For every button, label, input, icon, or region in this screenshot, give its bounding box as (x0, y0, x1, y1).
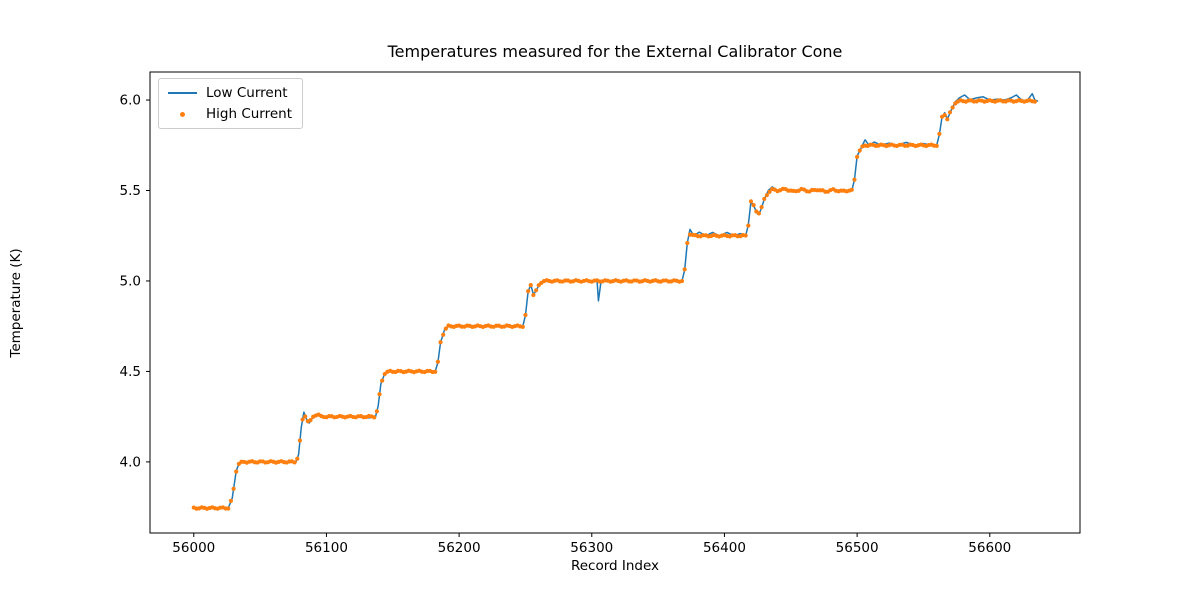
y-tick-label: 5.5 (120, 183, 141, 199)
legend-item-high-current: High Current (168, 106, 292, 122)
high-current-dot (300, 417, 305, 422)
high-current-dot (849, 187, 854, 192)
x-tick-label: 56400 (703, 540, 746, 556)
high-current-dot (937, 131, 942, 136)
high-current-dot (685, 240, 690, 246)
legend-item-low-current: Low Current (168, 85, 292, 101)
high-current-dot (947, 110, 953, 115)
high-current-dot (852, 177, 857, 182)
x-axis-label: Record Index (570, 558, 660, 574)
high-current-dot (751, 203, 756, 208)
high-current-dot (767, 189, 772, 195)
legend-label-low-current: Low Current (206, 85, 288, 101)
y-tick-label: 4.0 (120, 454, 141, 470)
high-current-dot (945, 117, 950, 122)
high-current-dot (297, 438, 303, 443)
high-current-dot (303, 414, 308, 419)
high-current-dot (443, 326, 448, 331)
high-current-dot (682, 267, 687, 272)
high-current-dot (857, 148, 862, 153)
high-current-dot (759, 204, 764, 210)
x-tick-label: 56600 (968, 540, 1011, 556)
y-tick-label: 6.0 (120, 93, 141, 109)
high-current-dot (295, 456, 300, 461)
line-swatch-icon (168, 92, 197, 94)
high-current-dot (748, 199, 754, 204)
high-current-dot (226, 506, 231, 511)
low-current-line-sample (168, 92, 197, 94)
x-tick-label: 56500 (836, 540, 879, 556)
high-current-dot (308, 418, 313, 423)
high-current-dot (520, 324, 525, 329)
high-current-dot (764, 193, 770, 198)
x-tick-label: 56000 (172, 540, 215, 556)
high-current-dot (531, 292, 536, 298)
chart-title: Temperatures measured for the External C… (387, 42, 843, 61)
high-current-dot (533, 288, 539, 293)
legend: Low Current High Current (158, 78, 304, 129)
axes-frame (149, 71, 1081, 534)
high-current-dot (1032, 99, 1037, 104)
high-current-dot (762, 196, 767, 202)
high-current-dot (950, 105, 955, 110)
x-tick-label: 56300 (570, 540, 613, 556)
y-axis-label: Temperature (K) (8, 248, 24, 358)
high-current-dot (433, 369, 438, 374)
x-tick-label: 56100 (305, 540, 348, 556)
high-current-dot (523, 312, 528, 318)
high-current-dot (380, 378, 385, 383)
legend-label-high-current: High Current (206, 106, 293, 122)
high-current-dot (372, 415, 377, 420)
y-tick-label: 5.0 (120, 273, 141, 289)
high-current-markers (191, 98, 1037, 511)
high-current-dot (441, 332, 446, 337)
high-current-dot (234, 469, 239, 474)
high-current-dot (435, 359, 440, 364)
x-tick-label: 56200 (438, 540, 481, 556)
high-current-dot (374, 409, 379, 414)
dot-swatch-icon (180, 111, 185, 117)
high-current-dot (942, 113, 947, 118)
high-current-dot (743, 233, 748, 238)
high-current-dot (526, 289, 531, 294)
high-current-marker-sample (168, 111, 197, 117)
high-current-dot (377, 392, 382, 397)
high-current-dot (292, 460, 297, 465)
high-current-dot (231, 486, 236, 491)
high-current-dot (855, 154, 860, 159)
high-current-dot (746, 223, 751, 228)
high-current-dot (228, 498, 234, 503)
high-current-dot (679, 278, 685, 284)
high-current-dot (528, 282, 533, 288)
y-tick-label: 4.5 (120, 364, 141, 380)
high-current-dot (934, 143, 939, 148)
high-current-dot (438, 340, 443, 345)
high-current-dot (756, 211, 762, 216)
